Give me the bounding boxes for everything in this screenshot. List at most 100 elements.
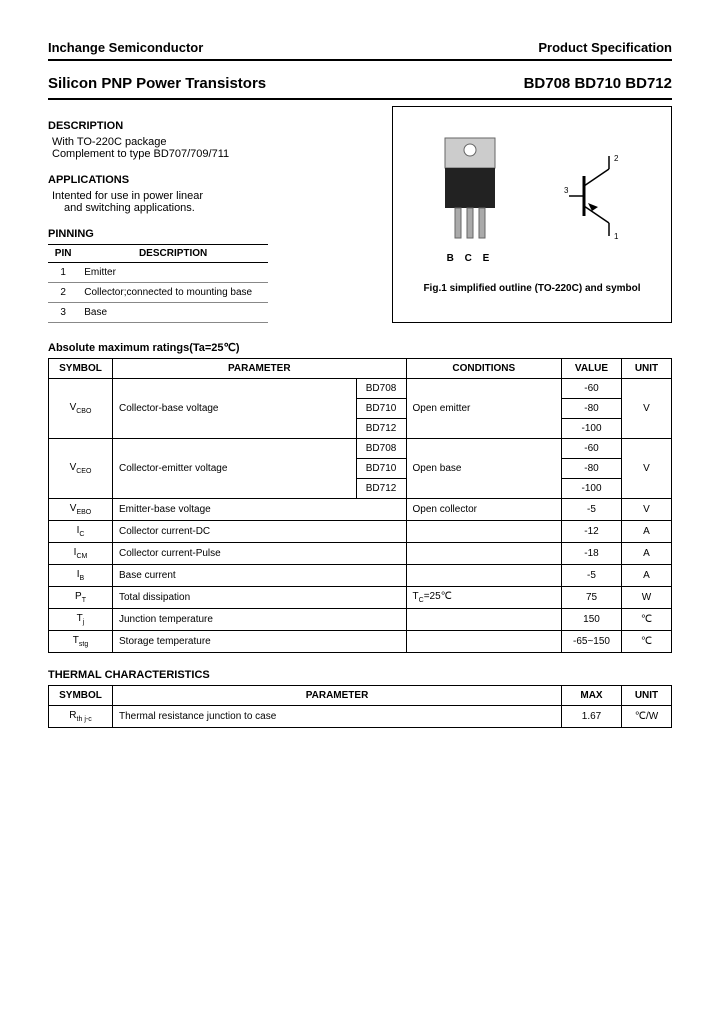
value-cell: -18 — [562, 543, 622, 565]
pinning-heading: PINNING — [48, 228, 374, 240]
pin-desc: Base — [78, 303, 268, 323]
desc-line-1: With TO-220C package — [52, 136, 374, 148]
table-row: VEBOEmitter-base voltageOpen collector-5… — [49, 499, 672, 521]
pin-num: 2 — [48, 283, 78, 303]
app-line-1: Intented for use in power linear — [52, 190, 374, 202]
symbol-drawing: 2 3 1 — [564, 151, 634, 244]
symbol-cell: VCEO — [49, 439, 113, 499]
table-row: ICCollector current-DC -12A — [49, 521, 672, 543]
app-line-2: and switching applications. — [64, 202, 374, 214]
abs-max-heading: Absolute maximum ratings(Ta=25℃) — [48, 341, 672, 354]
doc-title: Silicon PNP Power Transistors BD708 BD71… — [48, 67, 672, 100]
symbol-cell: Tstg — [49, 631, 113, 653]
col-param: PARAMETER — [113, 359, 407, 379]
description-heading: DESCRIPTION — [48, 120, 374, 132]
part-cell: BD710 — [356, 399, 406, 419]
symbol-cell: ICM — [49, 543, 113, 565]
abs-max-table: SYMBOL PARAMETER CONDITIONS VALUE UNIT V… — [48, 358, 672, 653]
part-numbers: BD708 BD710 BD712 — [524, 75, 672, 92]
cond-cell: Open emitter — [406, 379, 561, 439]
unit-cell: A — [622, 521, 672, 543]
value-cell: -100 — [562, 479, 622, 499]
part-cell: BD712 — [356, 419, 406, 439]
value-cell: -5 — [562, 565, 622, 587]
param-cell: Storage temperature — [113, 631, 407, 653]
company-name: Inchange Semiconductor — [48, 40, 203, 55]
pin-col-header: PIN — [48, 245, 78, 263]
table-row: 3Base — [48, 303, 268, 323]
cond-cell: TC=25℃ — [406, 587, 561, 609]
figure-caption: Fig.1 simplified outline (TO-220C) and s… — [403, 283, 661, 294]
value-cell: 75 — [562, 587, 622, 609]
symbol-cell: IC — [49, 521, 113, 543]
thermal-heading: THERMAL CHARACTERISTICS — [48, 669, 672, 681]
unit-cell: V — [622, 439, 672, 499]
doc-header: Inchange Semiconductor Product Specifica… — [48, 40, 672, 61]
pnp-symbol-icon: 2 3 1 — [564, 151, 634, 241]
param-cell: Emitter-base voltage — [113, 499, 407, 521]
upper-section: DESCRIPTION With TO-220C package Complem… — [48, 106, 672, 323]
pin-num: 1 — [48, 263, 78, 283]
value-cell: -60 — [562, 439, 622, 459]
svg-text:1: 1 — [614, 232, 619, 241]
product-type: Silicon PNP Power Transistors — [48, 75, 266, 92]
table-row: SYMBOL PARAMETER MAX UNIT — [49, 686, 672, 706]
col-param: PARAMETER — [113, 686, 562, 706]
cond-cell: Open base — [406, 439, 561, 499]
unit-cell: V — [622, 499, 672, 521]
value-cell: -65~150 — [562, 631, 622, 653]
svg-text:2: 2 — [614, 154, 619, 163]
symbol-cell: Rth j-c — [49, 706, 113, 728]
param-cell: Collector current-DC — [113, 521, 407, 543]
part-cell: BD712 — [356, 479, 406, 499]
table-row: VCBO Collector-base voltage BD708 Open e… — [49, 379, 672, 399]
cond-cell — [406, 521, 561, 543]
cond-cell: Open collector — [406, 499, 561, 521]
left-column: DESCRIPTION With TO-220C package Complem… — [48, 106, 374, 323]
table-row: PIN DESCRIPTION — [48, 245, 268, 263]
applications-heading: APPLICATIONS — [48, 174, 374, 186]
desc-col-header: DESCRIPTION — [78, 245, 268, 263]
col-cond: CONDITIONS — [406, 359, 561, 379]
unit-cell: A — [622, 543, 672, 565]
pin-labels: B C E — [430, 253, 510, 264]
symbol-cell: Tj — [49, 609, 113, 631]
figure-inner: B C E 2 3 1 — [403, 117, 661, 277]
cond-cell — [406, 543, 561, 565]
param-cell: Collector-base voltage — [113, 379, 357, 439]
table-row: 1Emitter — [48, 263, 268, 283]
symbol-cell: PT — [49, 587, 113, 609]
table-row: VCEO Collector-emitter voltage BD708 Ope… — [49, 439, 672, 459]
value-cell: -100 — [562, 419, 622, 439]
table-row: SYMBOL PARAMETER CONDITIONS VALUE UNIT — [49, 359, 672, 379]
table-row: ICMCollector current-Pulse-18A — [49, 543, 672, 565]
value-cell: -60 — [562, 379, 622, 399]
cond-cell — [406, 631, 561, 653]
symbol-cell: VCBO — [49, 379, 113, 439]
unit-cell: ℃ — [622, 631, 672, 653]
col-symbol: SYMBOL — [49, 686, 113, 706]
unit-cell: V — [622, 379, 672, 439]
cond-cell — [406, 565, 561, 587]
part-cell: BD708 — [356, 379, 406, 399]
col-value: VALUE — [562, 359, 622, 379]
value-cell: 150 — [562, 609, 622, 631]
doc-type: Product Specification — [538, 40, 672, 55]
part-cell: BD708 — [356, 439, 406, 459]
unit-cell: ℃ — [622, 609, 672, 631]
value-cell: -80 — [562, 399, 622, 419]
part-cell: BD710 — [356, 459, 406, 479]
table-row: 2Collector;connected to mounting base — [48, 283, 268, 303]
to220-icon — [430, 130, 510, 250]
table-row: TjJunction temperature150℃ — [49, 609, 672, 631]
package-drawing: B C E — [430, 130, 510, 264]
table-row: PTTotal dissipationTC=25℃75W — [49, 587, 672, 609]
symbol-cell: VEBO — [49, 499, 113, 521]
table-row: IBBase current-5A — [49, 565, 672, 587]
unit-cell: ℃/W — [622, 706, 672, 728]
cond-cell — [406, 609, 561, 631]
symbol-cell: IB — [49, 565, 113, 587]
unit-cell: W — [622, 587, 672, 609]
value-cell: -12 — [562, 521, 622, 543]
pin-desc: Emitter — [78, 263, 268, 283]
